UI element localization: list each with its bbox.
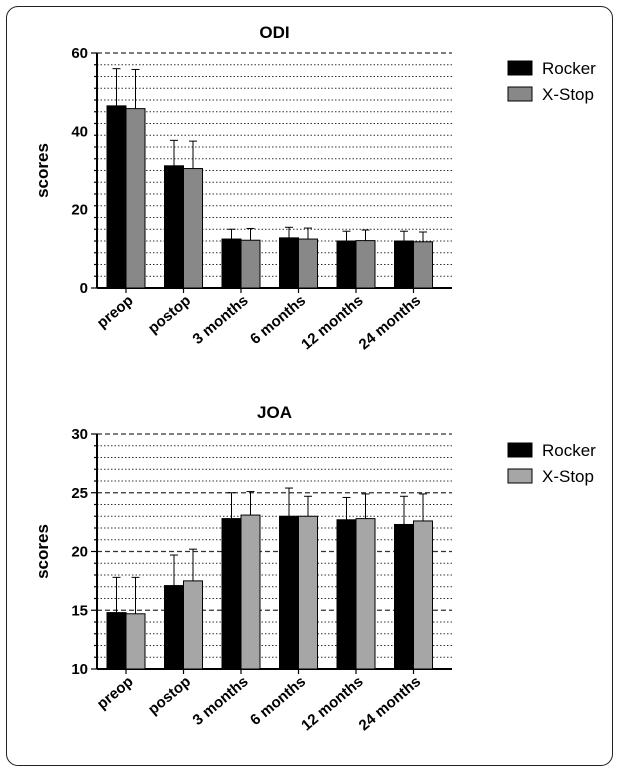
chart-title: JOA [257, 403, 292, 422]
bar-xstop-3-months [240, 514, 261, 670]
bar-xstop-postop [183, 580, 203, 670]
bar-xstop-6-months [298, 515, 318, 670]
bar-xstop-postop [183, 168, 203, 289]
bar-xstop-preop [125, 108, 146, 289]
y-tick-label: 15 [71, 602, 88, 619]
y-tick-label: 40 [71, 123, 88, 140]
x-category-label: 12 months [298, 673, 366, 734]
legend-swatch [507, 86, 533, 102]
y-tick-label: 60 [71, 45, 88, 62]
y-axis-label: scores [33, 524, 52, 579]
bar-rocker-3-months [221, 238, 242, 289]
y-tick-label: 30 [71, 426, 88, 443]
x-category-label: postop [145, 292, 194, 337]
x-category-label: 24 months [356, 673, 424, 734]
y-tick-label: 0 [80, 280, 88, 297]
bar-rocker-preop [106, 612, 127, 670]
bar-xstop-3-months [240, 239, 261, 289]
x-category-label: 3 months [190, 292, 252, 348]
y-tick-label: 25 [71, 485, 88, 502]
y-axis-label: scores [33, 143, 52, 198]
x-category-label: 24 months [356, 292, 424, 353]
bar-rocker-3-months [221, 518, 242, 670]
y-tick-label: 20 [71, 544, 88, 561]
bar-xstop-12-months [355, 518, 376, 670]
bar-rocker-postop [164, 585, 184, 670]
bar-rocker-6-months [279, 515, 299, 670]
bar-rocker-24-months [394, 523, 414, 670]
chart-title: ODI [259, 23, 289, 42]
bar-xstop-24-months [413, 520, 433, 670]
legend-swatch [507, 60, 533, 76]
bar-rocker-12-months [336, 240, 357, 289]
legend-label: X-Stop [542, 467, 594, 486]
x-category-label: preop [94, 673, 137, 713]
x-category-label: preop [94, 292, 137, 332]
legend-label: Rocker [542, 59, 596, 78]
legend-swatch [507, 468, 533, 484]
x-category-label: 3 months [190, 673, 252, 729]
x-category-label: 12 months [298, 292, 366, 353]
y-tick-label: 20 [71, 202, 88, 219]
bar-rocker-24-months [394, 240, 414, 289]
bar-rocker-6-months [279, 237, 299, 289]
legend-label: X-Stop [542, 85, 594, 104]
bar-rocker-12-months [336, 519, 357, 670]
x-category-label: postop [145, 673, 194, 718]
legend-swatch [507, 442, 533, 458]
y-tick-label: 10 [71, 661, 88, 678]
bar-rocker-preop [106, 105, 127, 289]
bar-rocker-postop [164, 165, 184, 289]
bar-xstop-12-months [355, 240, 376, 289]
bar-xstop-preop [125, 613, 146, 670]
bar-xstop-24-months [413, 241, 433, 289]
legend-label: Rocker [542, 441, 596, 460]
bar-xstop-6-months [298, 238, 318, 289]
